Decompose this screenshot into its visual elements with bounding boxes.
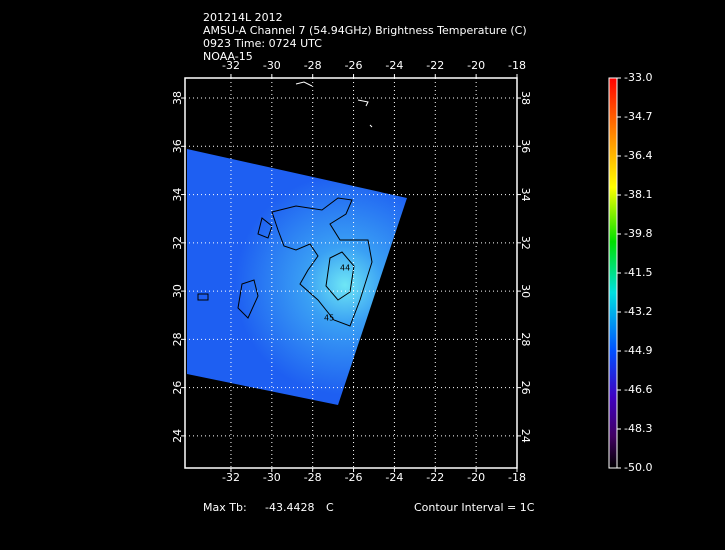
lat-tick-label: 26 [519,381,532,395]
header-line: NOAA-15 [203,50,253,63]
lon-tick-label: -26 [345,59,363,72]
lat-tick-label: 34 [171,188,184,202]
colorbar-label: -50.0 [624,461,652,474]
map-frame [184,77,518,469]
colorbar-label: -43.2 [624,305,652,318]
lon-tick-label: -24 [385,59,403,72]
lon-tick-label: -30 [263,471,281,484]
satellite-swath [187,149,407,405]
lat-tick-label: 38 [171,91,184,105]
lon-tick-label: -18 [508,59,526,72]
contour-interval: Contour Interval = 1C [414,501,535,514]
lon-tick-label: -28 [304,471,322,484]
colorbar-label: -46.6 [624,383,652,396]
lon-tick-label: -32 [222,471,240,484]
lat-tick-label: 30 [519,284,532,298]
lat-tick-label: 24 [519,429,532,443]
lon-tick-label: -26 [345,471,363,484]
lon-tick-label: -20 [467,471,485,484]
colorbar-label: -38.1 [624,188,652,201]
colorbar-label: -39.8 [624,227,652,240]
lon-tick-label: -32 [222,59,240,72]
lon-tick-label: -24 [385,471,403,484]
header-line: 201214L 2012 [203,11,283,24]
lon-tick-label: -22 [426,471,444,484]
colorbar-label: -44.9 [624,344,652,357]
lon-tick-label: -28 [304,59,322,72]
lat-tick-label: 24 [171,429,184,443]
lat-tick-label: 36 [519,139,532,153]
contours [197,81,373,327]
colorbar-label: -41.5 [624,266,652,279]
colorbar-label: -48.3 [624,422,652,435]
colorbar-label: -36.4 [624,149,652,162]
lat-tick-label: 26 [171,381,184,395]
lon-tick-label: -30 [263,59,281,72]
lat-tick-label: 28 [171,332,184,346]
lat-tick-label: 32 [519,236,532,250]
max-unit: C [326,501,334,514]
colorbar-label: -33.0 [624,71,652,84]
lat-tick-label: 36 [171,139,184,153]
lat-tick-label: 32 [171,236,184,250]
lon-tick-label: -20 [467,59,485,72]
lat-tick-label: 34 [519,188,532,202]
lat-tick-label: 30 [171,284,184,298]
lon-tick-label: -22 [426,59,444,72]
max-label: Max Tb: [203,501,247,514]
colorbar [608,77,618,469]
lon-tick-label: -18 [508,471,526,484]
colorbar-label: -34.7 [624,110,652,123]
lat-tick-label: 28 [519,332,532,346]
header-line: AMSU-A Channel 7 (54.94GHz) Brightness T… [203,24,527,37]
contour-label: 44 [340,264,350,273]
contour-label: 45 [324,314,334,323]
grid [185,78,518,468]
lat-tick-label: 38 [519,91,532,105]
max-value: -43.4428 [265,501,314,514]
header-line: 0923 Time: 0724 UTC [203,37,322,50]
